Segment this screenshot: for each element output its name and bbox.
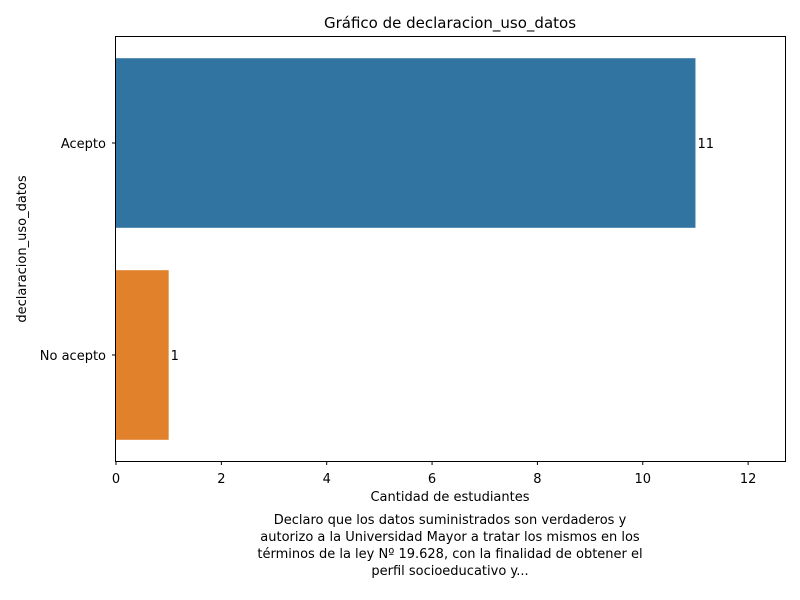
- plot-frame: [115, 36, 786, 462]
- chart-caption: Declaro que los datos suministrados son …: [200, 512, 700, 580]
- chart-title: Gráfico de declaracion_uso_datos: [324, 14, 576, 33]
- x-tick-label: 8: [533, 472, 541, 487]
- x-tick-label: 0: [112, 472, 120, 487]
- data-label-acepto: 11: [697, 137, 714, 152]
- data-label-no-acepto: 1: [171, 349, 179, 364]
- caption-line: autorizo a la Universidad Mayor a tratar…: [260, 530, 640, 545]
- y-axis-label: declaracion_uso_datos: [15, 175, 30, 322]
- caption-line: perfil socioeducativo y...: [371, 564, 529, 579]
- caption-line: Declaro que los datos suministrados son …: [273, 513, 627, 528]
- x-tick-label: 12: [740, 472, 757, 487]
- caption-line: términos de la ley Nº 19.628, con la fin…: [257, 547, 643, 562]
- y-tick-label-no-acepto: No acepto: [40, 349, 106, 364]
- x-tick-label: 10: [634, 472, 651, 487]
- x-tick-label: 4: [323, 472, 331, 487]
- bar-acepto: [116, 58, 696, 228]
- y-tick-label-acepto: Acepto: [61, 137, 106, 152]
- x-tick-label: 2: [217, 472, 225, 487]
- x-tick-label: 6: [428, 472, 436, 487]
- x-axis-label: Cantidad de estudiantes: [370, 490, 529, 505]
- plot-area: 11 Acepto 1 No acepto 0 2 4 6 8 10 12: [40, 58, 757, 487]
- bar-no-acepto: [116, 270, 169, 440]
